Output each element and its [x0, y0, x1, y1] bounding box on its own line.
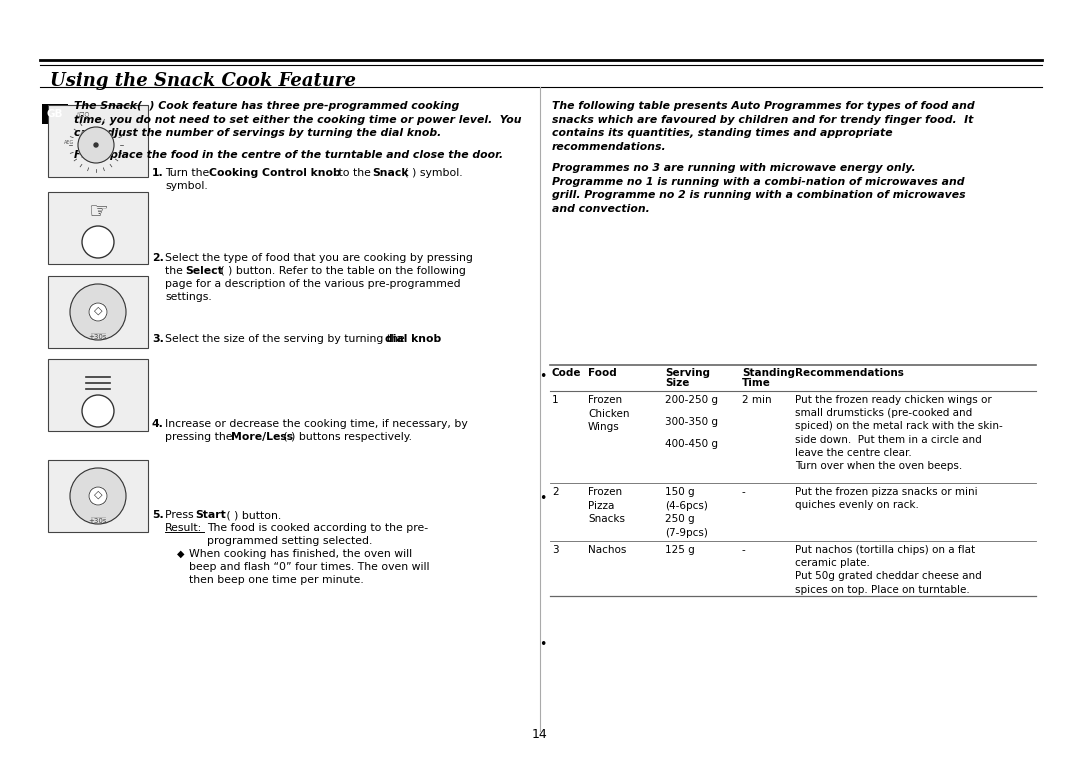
Bar	[42, 104, 68, 124]
Text: +30s: +30s	[89, 518, 107, 524]
Text: Standing: Standing	[742, 368, 795, 378]
Text: +30s: +30s	[89, 334, 107, 340]
Text: symbol.: symbol.	[165, 181, 207, 191]
Text: dial knob: dial knob	[384, 334, 442, 344]
Text: Increase or decrease the cooking time, if necessary, by: Increase or decrease the cooking time, i…	[165, 419, 468, 429]
Text: •: •	[539, 638, 546, 651]
Circle shape	[78, 127, 114, 163]
Circle shape	[70, 468, 126, 524]
Text: ( ) symbol.: ( ) symbol.	[401, 168, 462, 178]
Text: Put the frozen pizza snacks or mini
quiches evenly on rack.: Put the frozen pizza snacks or mini quic…	[795, 487, 977, 510]
Text: More/Less: More/Less	[231, 432, 293, 442]
Text: 4.: 4.	[152, 419, 164, 429]
Text: When cooking has finished, the oven will: When cooking has finished, the oven will	[189, 549, 413, 559]
Bar	[48, 105, 148, 177]
Text: Size: Size	[665, 378, 689, 388]
Text: ☞: ☞	[87, 202, 108, 222]
Text: Put the frozen ready chicken wings or
small drumsticks (pre-cooked and
spiced) o: Put the frozen ready chicken wings or sm…	[795, 395, 1002, 471]
Bar	[48, 460, 148, 532]
Text: ........: ........	[90, 330, 106, 335]
Text: Time: Time	[742, 378, 771, 388]
Text: Put nachos (tortilla chips) on a flat
ceramic plate.
Put 50g grated cheddar chee: Put nachos (tortilla chips) on a flat ce…	[795, 545, 982, 594]
Text: The Snack(  ) Cook feature has three pre-programmed cooking
time, you do not nee: The Snack( ) Cook feature has three pre-…	[75, 101, 522, 138]
Text: Serving: Serving	[665, 368, 710, 378]
Text: △□○: △□○	[76, 111, 91, 116]
Text: AEG: AEG	[64, 140, 75, 146]
Text: 3: 3	[552, 545, 558, 555]
Text: beep and flash “0” four times. The oven will: beep and flash “0” four times. The oven …	[189, 562, 430, 572]
Circle shape	[94, 143, 98, 147]
Text: Select the type of food that you are cooking by pressing: Select the type of food that you are coo…	[165, 253, 473, 263]
Text: settings.: settings.	[165, 292, 212, 302]
Text: programmed setting selected.: programmed setting selected.	[207, 536, 373, 546]
Text: ........: ........	[90, 514, 106, 519]
Text: 5.: 5.	[152, 510, 164, 520]
Bar	[48, 359, 148, 431]
Text: Food: Food	[588, 368, 617, 378]
Text: Programmes no 3 are running with microwave energy only.
Programme no 1 is runnin: Programmes no 3 are running with microwa…	[552, 163, 966, 214]
Text: to the: to the	[335, 168, 375, 178]
Text: ◆: ◆	[177, 549, 185, 559]
Text: .: .	[435, 334, 438, 344]
Bar	[48, 276, 148, 348]
Text: The following table presents Auto Programmes for types of food and
snacks which : The following table presents Auto Progra…	[552, 101, 974, 152]
Text: 125 g: 125 g	[665, 545, 694, 555]
Text: ◇: ◇	[94, 490, 103, 500]
Text: Frozen
Chicken
Wings: Frozen Chicken Wings	[588, 395, 630, 432]
Text: Select the size of the serving by turning the: Select the size of the serving by turnin…	[165, 334, 408, 344]
Text: Recommendations: Recommendations	[795, 368, 904, 378]
Text: the: the	[165, 266, 187, 276]
Text: -: -	[742, 545, 746, 555]
Text: Frozen
Pizza
Snacks: Frozen Pizza Snacks	[588, 487, 625, 524]
Circle shape	[82, 226, 114, 258]
Text: ( ) button.: ( ) button.	[222, 510, 281, 520]
Text: Start: Start	[195, 510, 226, 520]
Text: 2 min: 2 min	[742, 395, 771, 405]
Text: ( ) button. Refer to the table on the following: ( ) button. Refer to the table on the fo…	[217, 266, 465, 276]
Text: The food is cooked according to the pre-: The food is cooked according to the pre-	[207, 523, 428, 533]
Text: GB: GB	[46, 109, 64, 119]
Text: 2.: 2.	[152, 253, 164, 263]
Text: 400-450 g: 400-450 g	[665, 439, 718, 449]
Text: 1.: 1.	[152, 168, 164, 178]
Text: First, place the food in the centre of the turntable and close the door.: First, place the food in the centre of t…	[75, 150, 503, 160]
Text: Using the Snack Cook Feature: Using the Snack Cook Feature	[50, 72, 356, 90]
Circle shape	[70, 284, 126, 340]
Circle shape	[89, 303, 107, 321]
Text: Result:: Result:	[165, 523, 202, 533]
Text: -: -	[742, 487, 746, 497]
Text: 300-350 g: 300-350 g	[665, 417, 718, 427]
Text: then beep one time per minute.: then beep one time per minute.	[189, 575, 364, 585]
Text: Snack: Snack	[372, 168, 408, 178]
Text: •: •	[539, 370, 546, 383]
Text: 200-250 g: 200-250 g	[665, 395, 718, 405]
Text: Code: Code	[552, 368, 581, 378]
Text: Cooking Control knob: Cooking Control knob	[210, 168, 341, 178]
Circle shape	[82, 395, 114, 427]
Text: •: •	[539, 492, 546, 505]
Circle shape	[89, 487, 107, 505]
Text: page for a description of the various pre-programmed: page for a description of the various pr…	[165, 279, 461, 289]
Bar	[48, 192, 148, 264]
Text: pressing the: pressing the	[165, 432, 237, 442]
Text: Turn the: Turn the	[165, 168, 213, 178]
Text: 3.: 3.	[152, 334, 164, 344]
Text: Select: Select	[185, 266, 222, 276]
Text: 2: 2	[552, 487, 558, 497]
Text: Nachos: Nachos	[588, 545, 626, 555]
Text: 150 g
(4-6pcs)
250 g
(7-9pcs): 150 g (4-6pcs) 250 g (7-9pcs)	[665, 487, 707, 538]
Text: ◇: ◇	[94, 306, 103, 316]
Text: Press: Press	[165, 510, 198, 520]
Text: 1: 1	[552, 395, 558, 405]
Text: 14: 14	[532, 728, 548, 741]
Text: ( ) buttons respectively.: ( ) buttons respectively.	[280, 432, 411, 442]
